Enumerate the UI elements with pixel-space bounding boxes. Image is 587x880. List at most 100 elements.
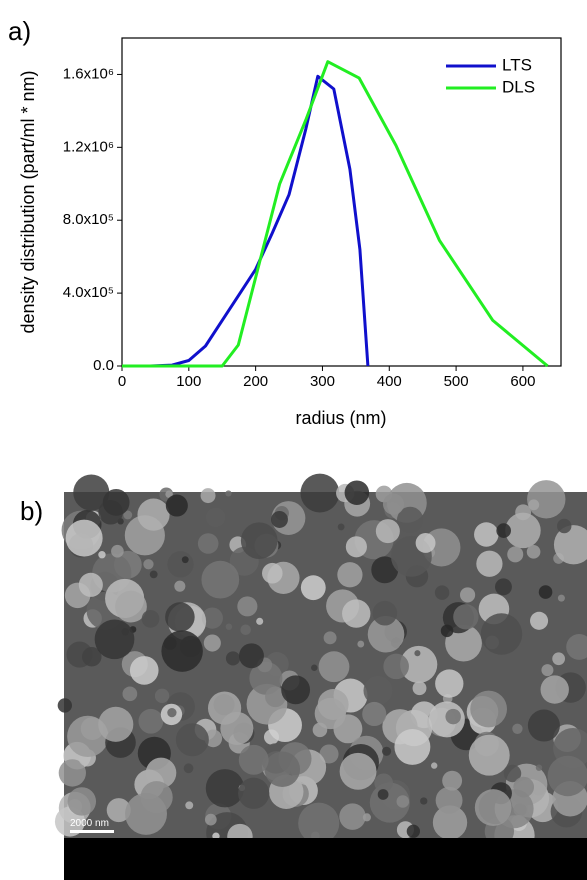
particle bbox=[238, 744, 269, 775]
particle bbox=[203, 634, 221, 652]
particle bbox=[58, 759, 86, 787]
particle bbox=[201, 607, 223, 629]
particle bbox=[468, 734, 510, 776]
particle bbox=[505, 512, 541, 549]
particle bbox=[281, 675, 311, 705]
particle bbox=[557, 594, 565, 602]
particle bbox=[503, 764, 522, 783]
particle bbox=[137, 498, 170, 531]
particle bbox=[140, 781, 173, 814]
particle bbox=[220, 711, 254, 745]
x-tick-label: 500 bbox=[444, 373, 469, 390]
particle bbox=[98, 706, 134, 742]
particle bbox=[298, 802, 340, 844]
particle bbox=[115, 590, 147, 623]
particle bbox=[541, 664, 554, 677]
particle bbox=[123, 510, 133, 520]
particle bbox=[181, 556, 189, 564]
particle bbox=[527, 709, 560, 742]
plot: 0 100 200 300 400 500 600 0.0 4.0x10⁵ 8.0x10⁵ 1.2x… bbox=[63, 37, 562, 390]
particle bbox=[344, 480, 370, 505]
particle bbox=[383, 653, 409, 680]
particle bbox=[396, 795, 410, 808]
particle bbox=[538, 585, 553, 599]
x-tick-label: 600 bbox=[510, 373, 535, 390]
particle bbox=[143, 559, 154, 570]
particle bbox=[111, 544, 124, 558]
data-line bbox=[122, 60, 549, 368]
particle bbox=[201, 560, 240, 599]
x-tick-label: 100 bbox=[176, 373, 201, 390]
particle bbox=[435, 786, 463, 814]
particle bbox=[367, 615, 405, 653]
image-info-bar bbox=[64, 838, 587, 880]
particle bbox=[435, 669, 464, 698]
y-axis-label: density distribution (part/ml * nm) bbox=[18, 70, 38, 333]
particle bbox=[474, 789, 512, 826]
scale-bar-label: 2000 nm bbox=[70, 818, 109, 829]
particle bbox=[167, 551, 194, 578]
particle bbox=[434, 585, 450, 600]
particle bbox=[375, 519, 400, 544]
particle bbox=[530, 611, 549, 630]
particle bbox=[363, 676, 393, 705]
particle bbox=[528, 499, 540, 511]
particle bbox=[381, 746, 392, 756]
particle bbox=[319, 744, 339, 764]
particle bbox=[494, 578, 512, 596]
particle bbox=[496, 523, 511, 538]
particle bbox=[249, 661, 283, 695]
particle bbox=[374, 773, 393, 793]
particle bbox=[225, 623, 233, 630]
particle bbox=[412, 681, 427, 696]
particle bbox=[527, 480, 566, 519]
particle bbox=[264, 751, 301, 788]
particle bbox=[175, 723, 209, 757]
x-axis-label: radius (nm) bbox=[295, 408, 386, 428]
particle bbox=[476, 550, 503, 577]
particle bbox=[78, 572, 103, 597]
particle bbox=[459, 587, 476, 603]
particle bbox=[453, 604, 479, 630]
particle bbox=[141, 609, 160, 628]
particle bbox=[205, 507, 226, 527]
particle bbox=[300, 575, 326, 601]
particle bbox=[396, 506, 424, 534]
particle bbox=[73, 474, 110, 511]
particle bbox=[532, 782, 546, 796]
particle bbox=[82, 646, 102, 667]
particle bbox=[205, 769, 245, 808]
particle bbox=[547, 755, 587, 797]
x-tick-label: 400 bbox=[377, 373, 402, 390]
particle bbox=[431, 762, 438, 769]
particle bbox=[300, 473, 340, 513]
y-tick-label: 8.0x10⁵ bbox=[63, 211, 114, 228]
particle bbox=[204, 813, 217, 826]
particle bbox=[98, 551, 106, 559]
particle bbox=[106, 798, 131, 823]
particle bbox=[167, 708, 177, 718]
panel-label: b) bbox=[20, 496, 43, 526]
particle bbox=[323, 631, 337, 645]
particle bbox=[552, 652, 566, 666]
particle bbox=[200, 488, 216, 504]
particle bbox=[67, 715, 109, 758]
panel-label: a) bbox=[8, 16, 31, 46]
particle bbox=[102, 489, 130, 516]
particle bbox=[432, 805, 468, 840]
particle bbox=[225, 651, 241, 666]
particle bbox=[337, 562, 363, 588]
particle bbox=[339, 803, 366, 830]
particle bbox=[94, 619, 135, 660]
particle bbox=[357, 640, 365, 648]
particle bbox=[265, 686, 286, 708]
legend-label: LTS bbox=[502, 55, 532, 74]
particle bbox=[65, 519, 103, 557]
sem-image bbox=[54, 473, 587, 880]
particle bbox=[371, 556, 399, 584]
y-tick-label: 1.2x10⁶ bbox=[63, 138, 114, 155]
y-tick-label: 4.0x10⁵ bbox=[63, 284, 114, 301]
particle bbox=[526, 545, 541, 559]
particle bbox=[314, 697, 346, 730]
